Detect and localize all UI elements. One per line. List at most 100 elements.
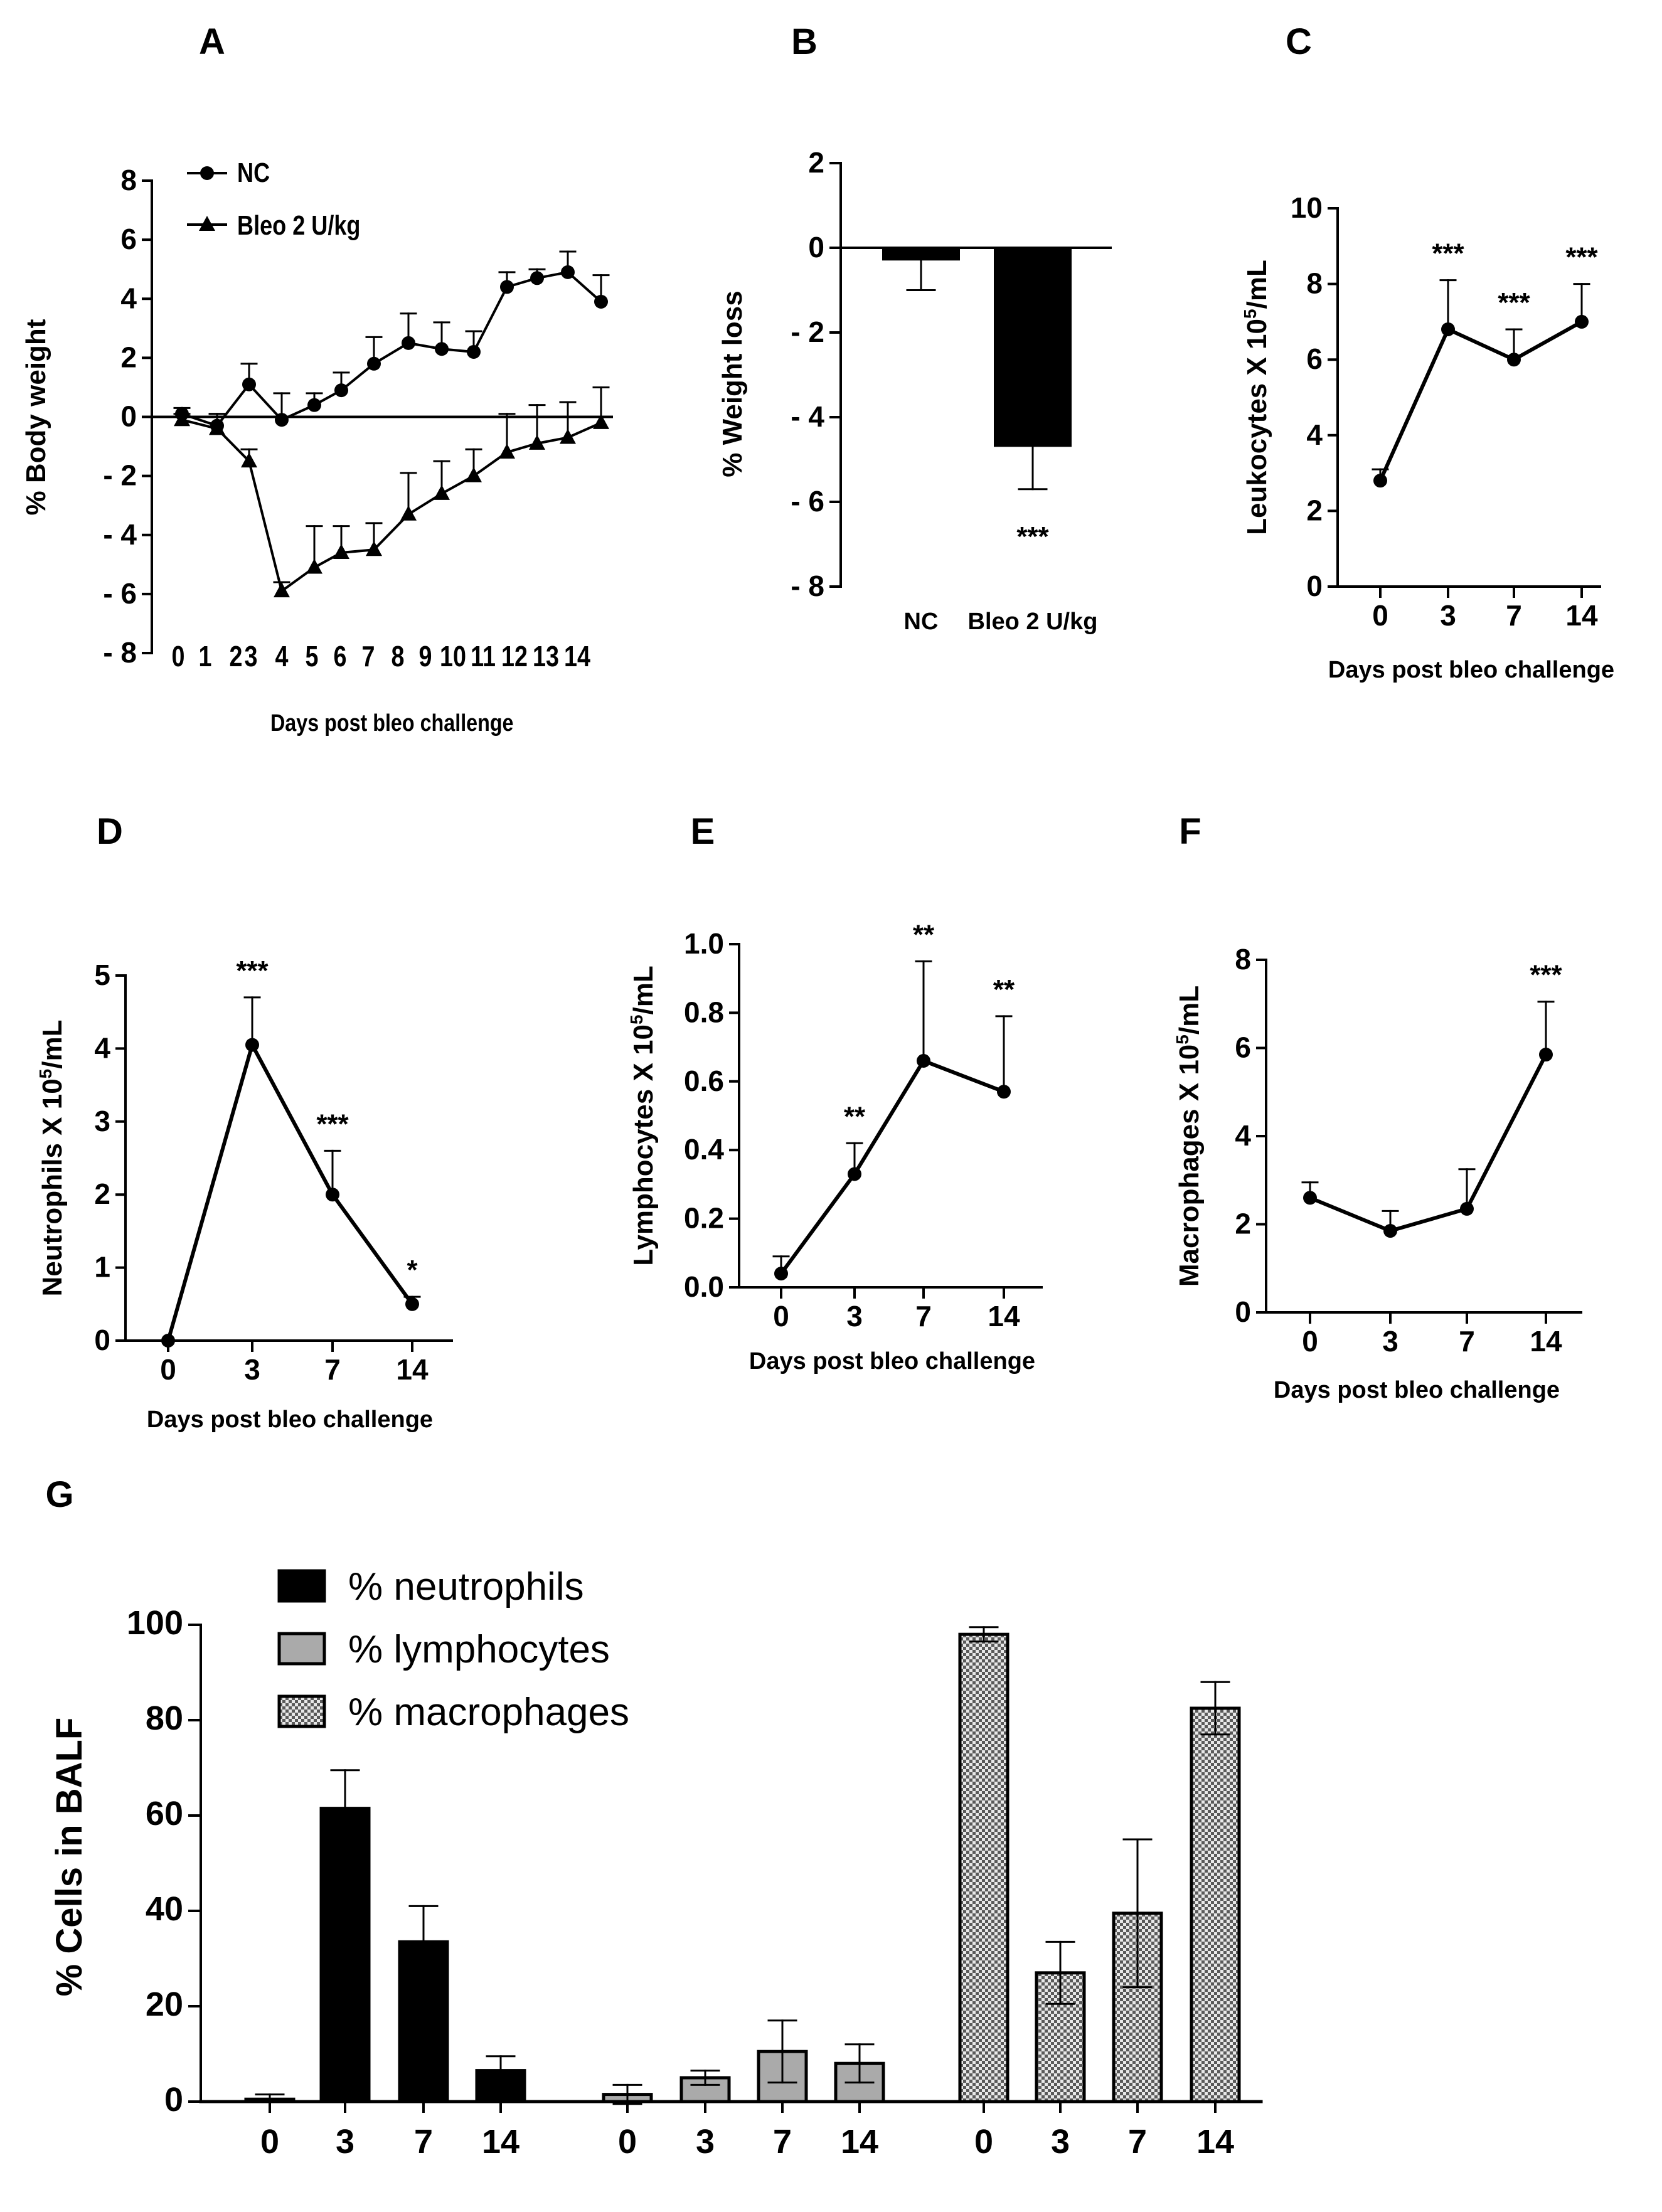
series-line [1309, 1053, 1548, 1233]
y-axis-label-text: Leukocytes X 10 [1242, 319, 1272, 535]
series-line [166, 1040, 414, 1341]
x-axis-label: Days post bleo challenge [270, 710, 514, 736]
y-axis-label-text: Macrophages X 10 [1174, 1045, 1205, 1287]
x-tick-label: 3 [1440, 599, 1456, 632]
x-tick-label: 13 [533, 640, 559, 672]
series-line [1378, 320, 1583, 482]
y-axis-label-superscript: 5 [1240, 309, 1260, 319]
y-tick-label: - 6 [791, 485, 824, 518]
y-tick-label: 0.0 [684, 1270, 724, 1303]
x-tick-label: 0 [773, 1300, 789, 1332]
x-tick-label: 14 [396, 1353, 429, 1386]
panel-g-chart: 0 20 40 60 80 100 0 3 7 14 0 3 7 14 0 3 7 14 % neutrophils… [49, 1565, 1263, 2161]
x-tick-label: 1 [199, 640, 212, 672]
y-tick-label: 0.6 [684, 1065, 724, 1097]
x-tick-label: 0 [260, 2123, 279, 2161]
data-point [366, 541, 382, 556]
data-point [434, 484, 450, 500]
panel-b-chart: 2 0 - 2 - 4 - 6 - 8 NC Bleo 2 U/kg *** % Weight l… [717, 146, 1112, 635]
panel-letter: B [791, 21, 818, 62]
y-axis-label-superscript: 5 [1173, 1034, 1192, 1045]
data-point [400, 505, 417, 521]
y-tick-label: 0 [120, 400, 137, 433]
series-line-0 [181, 270, 602, 427]
data-point [499, 443, 515, 459]
x-tick-label: 11 [471, 640, 496, 672]
x-tick-label: 3 [245, 640, 258, 672]
data-point [561, 265, 575, 279]
data-point [917, 1053, 930, 1068]
y-tick-label: 8 [120, 164, 137, 196]
x-tick-label: 8 [392, 640, 405, 672]
significance-marker: * [407, 1255, 418, 1285]
data-point [199, 216, 215, 231]
data-point [1383, 1224, 1397, 1238]
x-tick-label: 0 [974, 2123, 993, 2161]
panel-letter: G [45, 1474, 73, 1515]
x-tick-label: 6 [334, 640, 347, 672]
y-axis-label-text: Lymphocytes X 10 [628, 1024, 659, 1266]
bar [475, 2069, 526, 2103]
y-tick-label: 100 [127, 1604, 183, 1642]
x-tick-label: 12 [501, 640, 528, 672]
y-axis-label-superscript: 5 [627, 1014, 646, 1024]
data-point [174, 411, 190, 427]
data-point [848, 1167, 861, 1181]
y-tick-label: 10 [1291, 191, 1323, 224]
x-tick-label: 9 [419, 640, 432, 672]
bar [319, 1807, 371, 2103]
data-point [307, 398, 321, 412]
y-axis-label-suffix: /mL [37, 1020, 68, 1069]
x-tick-label: 14 [988, 1300, 1020, 1332]
y-axis-label: Lymphocytes X 105/mL [627, 965, 659, 1266]
y-tick-label: 0.2 [684, 1202, 724, 1235]
x-tick-label: NC [904, 609, 939, 635]
panel-letter: E [691, 811, 715, 852]
x-tick-label: 14 [1530, 1325, 1562, 1358]
y-tick-label: 8 [1306, 267, 1323, 300]
y-tick-label: 0 [94, 1324, 110, 1356]
y-axis-label: % Weight loss [717, 290, 748, 477]
significance-marker: *** [236, 955, 269, 986]
y-tick-label: 0 [808, 231, 824, 263]
panel-letter: F [1179, 811, 1201, 852]
x-tick-label: 5 [306, 640, 319, 672]
y-tick-label: - 2 [791, 316, 824, 348]
x-tick-label: 10 [440, 640, 466, 672]
y-axis-label: % Cells in BALF [49, 1718, 90, 1997]
x-tick-label: 3 [244, 1353, 260, 1386]
y-tick-label: 1 [94, 1251, 110, 1284]
y-axis-label: Macrophages X 105/mL [1173, 986, 1205, 1287]
data-point [402, 336, 415, 350]
y-tick-label: 2 [1306, 494, 1323, 526]
x-tick-label: 14 [564, 640, 590, 672]
x-tick-label: 0 [160, 1353, 176, 1386]
legend-swatch [277, 1632, 326, 1666]
y-tick-label: 0.8 [684, 996, 724, 1028]
y-tick-label: 2 [94, 1178, 110, 1210]
data-point [200, 166, 214, 180]
data-point [275, 413, 289, 427]
legend-swatch [277, 1569, 326, 1603]
y-tick-label: 3 [94, 1105, 110, 1137]
bar [994, 248, 1072, 447]
bar [398, 1940, 449, 2103]
y-tick-label: 60 [146, 1795, 183, 1832]
data-point [530, 271, 544, 285]
y-axis-label: Leukocytes X 105/mL [1240, 260, 1272, 535]
x-tick-label: 3 [846, 1300, 863, 1332]
y-tick-label: 20 [146, 1986, 183, 2023]
y-tick-label: 6 [1306, 343, 1323, 375]
data-point [435, 342, 449, 356]
data-point [467, 344, 481, 359]
data-point [274, 582, 290, 598]
x-tick-label: 7 [414, 2123, 433, 2161]
x-tick-label: 7 [773, 2123, 792, 2161]
data-point [997, 1085, 1011, 1099]
data-point [1441, 322, 1455, 336]
x-tick-label: 3 [696, 2123, 715, 2161]
x-tick-label: 7 [1506, 599, 1522, 632]
panel-letter: A [199, 21, 225, 62]
